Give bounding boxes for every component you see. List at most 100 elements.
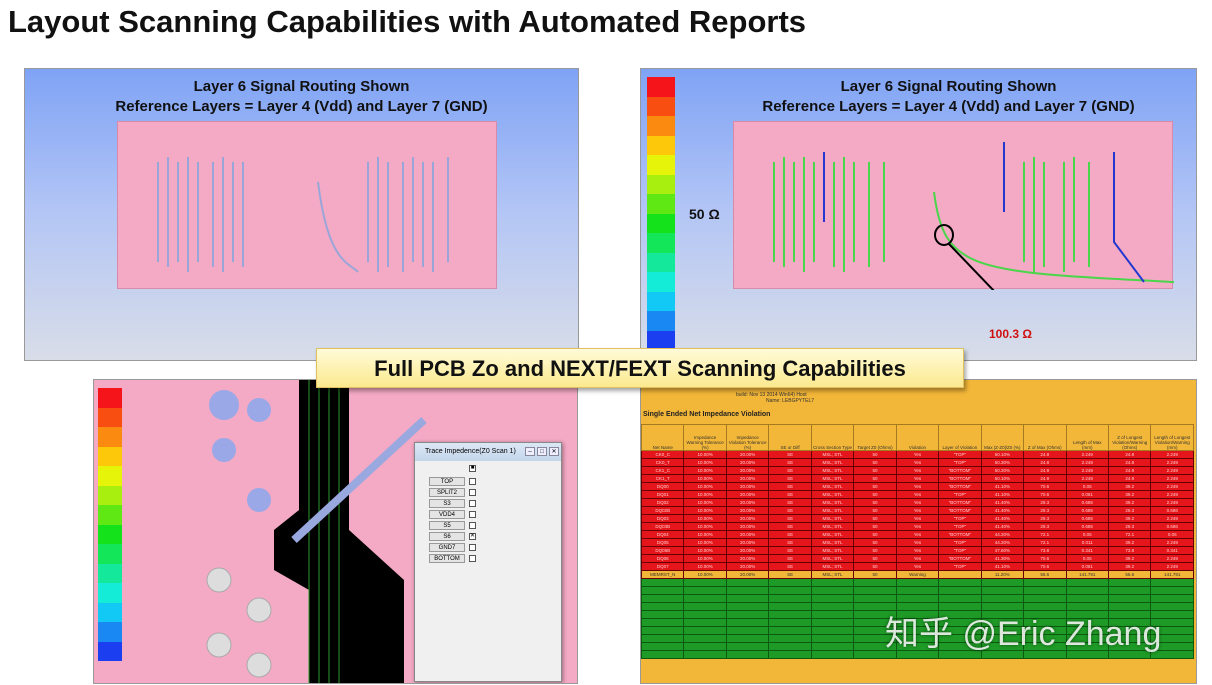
legend-swatch	[98, 544, 122, 564]
legend-swatch	[647, 213, 675, 233]
minimize-button[interactable]: –	[525, 447, 535, 456]
table-cell: Yes	[895, 498, 940, 507]
table-cell: SE	[768, 498, 812, 507]
table-cell: 39.2	[1107, 554, 1152, 563]
table-cell: 50	[853, 482, 897, 491]
column-header: SE or Diff	[768, 424, 812, 451]
table-cell: 0.061	[1065, 562, 1109, 571]
table-cell	[683, 602, 727, 611]
table-cell: 0.011	[1065, 538, 1109, 547]
layer-button-bottom[interactable]: BOTTOM	[429, 554, 465, 563]
report-host-name: Name: LEBGPYTEL7	[766, 398, 815, 404]
layer-button-top[interactable]: TOP	[429, 477, 465, 486]
layer-button-vdd4[interactable]: VDD4	[429, 510, 465, 519]
trace-impedance-graphic	[773, 142, 1175, 318]
table-row	[641, 650, 1194, 659]
table-cell: "BOTTOM"	[938, 466, 982, 475]
impedance-color-legend	[647, 77, 675, 350]
layer-checkbox-top[interactable]	[469, 478, 476, 485]
table-cell	[641, 634, 685, 643]
select-all-checkbox[interactable]: ■	[469, 465, 476, 472]
table-cell: 10.00%	[683, 450, 727, 459]
table-cell: 50	[853, 538, 897, 547]
table-cell	[725, 642, 770, 651]
table-cell: 10.00%	[683, 490, 727, 499]
table-cell: SE	[768, 490, 812, 499]
layer-button-split2[interactable]: SPLIT2	[429, 488, 465, 497]
table-cell: 20.00%	[725, 482, 770, 491]
close-button[interactable]: ✕	[549, 447, 559, 456]
table-cell: 29.3	[1023, 498, 1067, 507]
table-cell: 2.249	[1150, 482, 1194, 491]
table-cell: 10.00%	[683, 506, 727, 515]
table-cell: "BOTTOM"	[938, 506, 982, 515]
table-cell: 41.40%	[980, 514, 1025, 523]
table-cell: 0.05	[1150, 530, 1194, 539]
legend-swatch	[98, 524, 122, 544]
layer-checkbox-gnd7[interactable]	[469, 544, 476, 551]
impedance-scan-panel: Layer 6 Signal Routing Shown Reference La…	[640, 68, 1197, 361]
table-row	[641, 578, 1194, 587]
table-cell: 50	[853, 514, 897, 523]
table-cell: "BOTTOM"	[938, 554, 982, 563]
table-cell: "TOP"	[938, 514, 982, 523]
table-cell	[768, 650, 812, 659]
table-cell: Yes	[895, 562, 940, 571]
table-cell	[938, 586, 982, 595]
table-cell: 20.00%	[725, 450, 770, 459]
table-cell	[810, 642, 855, 651]
layer-checkbox-vdd4[interactable]	[469, 511, 476, 518]
table-cell	[938, 594, 982, 603]
table-row: CK0_T 10.00% 20.00% SE MSL; STL 50 Yes "TOP" 50.…	[641, 458, 1194, 467]
column-header: Max |Z-Z0|/Z0 (%)	[980, 424, 1025, 451]
table-cell: 50.10%	[980, 450, 1025, 459]
table-cell: SE	[768, 450, 812, 459]
layer-button-s3[interactable]: S3	[429, 499, 465, 508]
table-cell: 41.10%	[980, 562, 1025, 571]
table-cell: 10.00%	[683, 546, 727, 555]
impedance-label-50: 50 Ω	[689, 206, 720, 222]
layer-checkbox-bottom[interactable]	[469, 555, 476, 562]
column-header: Z of Max (Ohms)	[1023, 424, 1067, 451]
table-cell: 50	[853, 490, 897, 499]
table-cell: 50	[853, 570, 897, 579]
table-cell: 70.6	[1023, 490, 1067, 499]
table-cell	[768, 642, 812, 651]
table-cell: 10.00%	[683, 538, 727, 547]
table-cell: DQ06	[641, 554, 685, 563]
layer-button-gnd7[interactable]: GND7	[429, 543, 465, 552]
table-cell: 50	[853, 450, 897, 459]
table-row: DQ06 10.00% 20.00% SE MSL; STL 50 Yes "BOTTOM" 4…	[641, 554, 1194, 563]
table-cell: DQ02B	[641, 506, 685, 515]
table-cell: 0.05	[1065, 554, 1109, 563]
table-cell: 70.6	[1023, 482, 1067, 491]
table-cell: 20.00%	[725, 466, 770, 475]
table-cell: 24.8	[1023, 450, 1067, 459]
table-cell: SE	[768, 466, 812, 475]
maximize-button[interactable]: □	[537, 447, 547, 456]
trace-impedance-dialog: Trace Impedence(Z0 Scan 1) – □ ✕ ■ TOP SP…	[414, 442, 562, 682]
table-cell	[980, 578, 1025, 587]
table-cell	[853, 594, 897, 603]
layer-checkbox-s6[interactable]: ✕	[469, 533, 476, 540]
table-cell: Yes	[895, 514, 940, 523]
layer-checkbox-split2[interactable]	[469, 489, 476, 496]
dialog-titlebar: Trace Impedence(Z0 Scan 1) – □ ✕	[415, 443, 561, 461]
table-cell: 2.249	[1150, 514, 1194, 523]
table-cell: 2.249	[1150, 538, 1194, 547]
layer-button-s6[interactable]: S6	[429, 532, 465, 541]
table-cell	[1107, 586, 1152, 595]
column-header: Impedance Violation Tolerance (%)	[725, 424, 770, 451]
table-cell: 20.00%	[725, 554, 770, 563]
table-cell	[641, 642, 685, 651]
layer-checkbox-s5[interactable]	[469, 522, 476, 529]
table-cell: MSL; STL	[810, 506, 855, 515]
table-cell: 0.05	[1065, 482, 1109, 491]
layer-checkbox-s3[interactable]	[469, 500, 476, 507]
table-cell	[895, 594, 940, 603]
layer-button-s5[interactable]: S5	[429, 521, 465, 530]
legend-swatch	[647, 272, 675, 292]
table-cell: Yes	[895, 530, 940, 539]
table-row	[641, 610, 1194, 619]
table-row	[641, 634, 1194, 643]
